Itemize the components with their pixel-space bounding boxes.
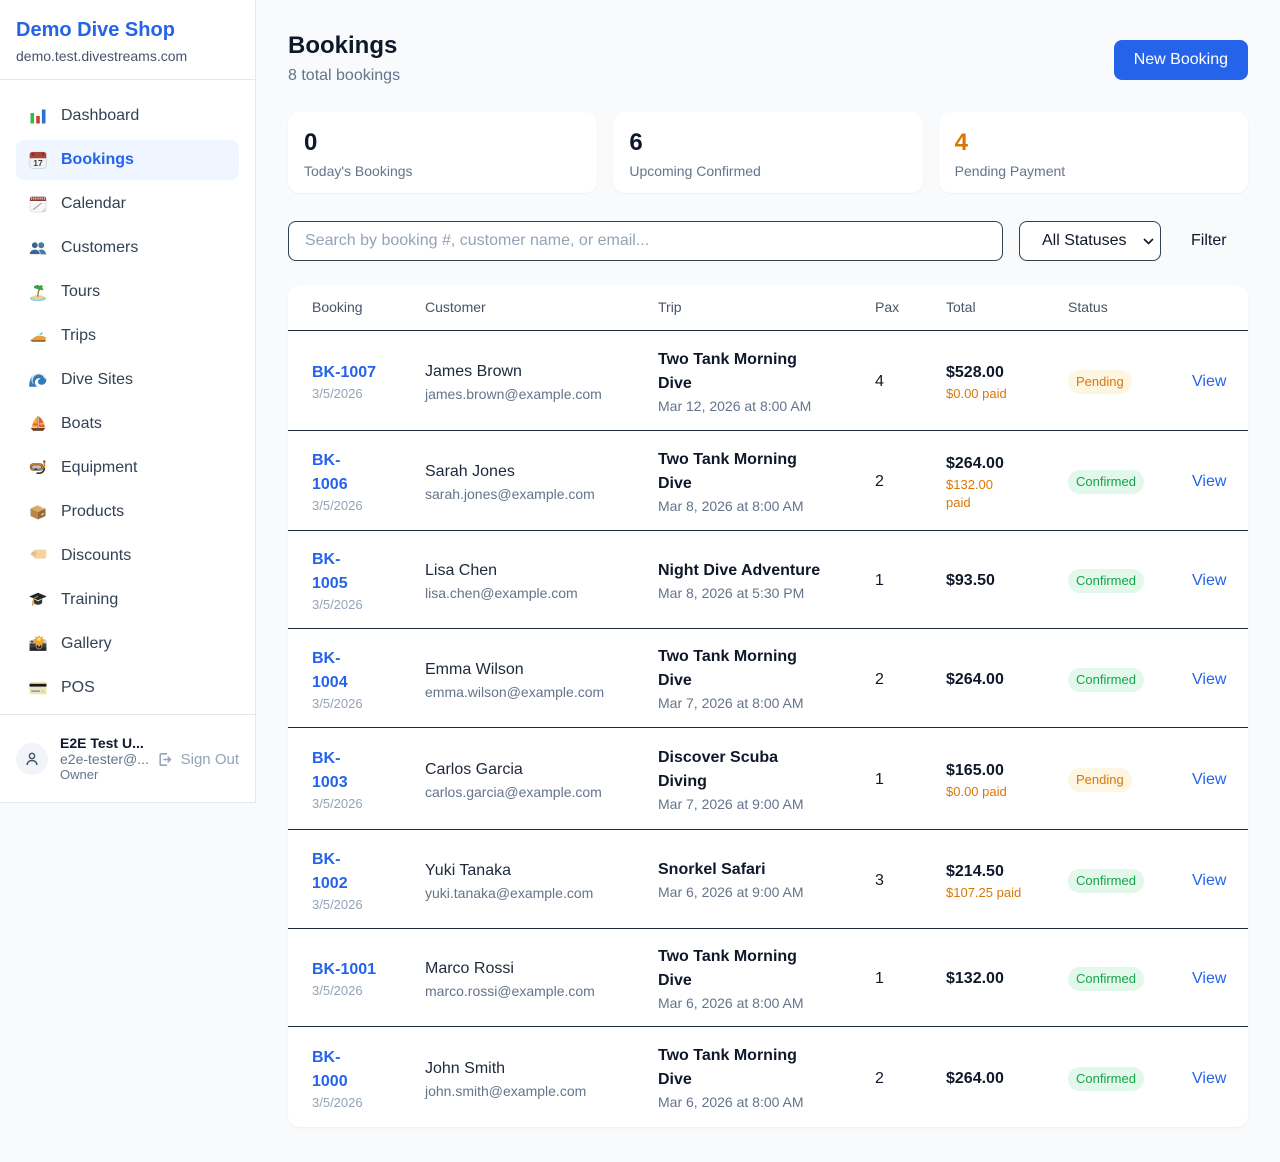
svg-text:17: 17: [33, 158, 43, 168]
